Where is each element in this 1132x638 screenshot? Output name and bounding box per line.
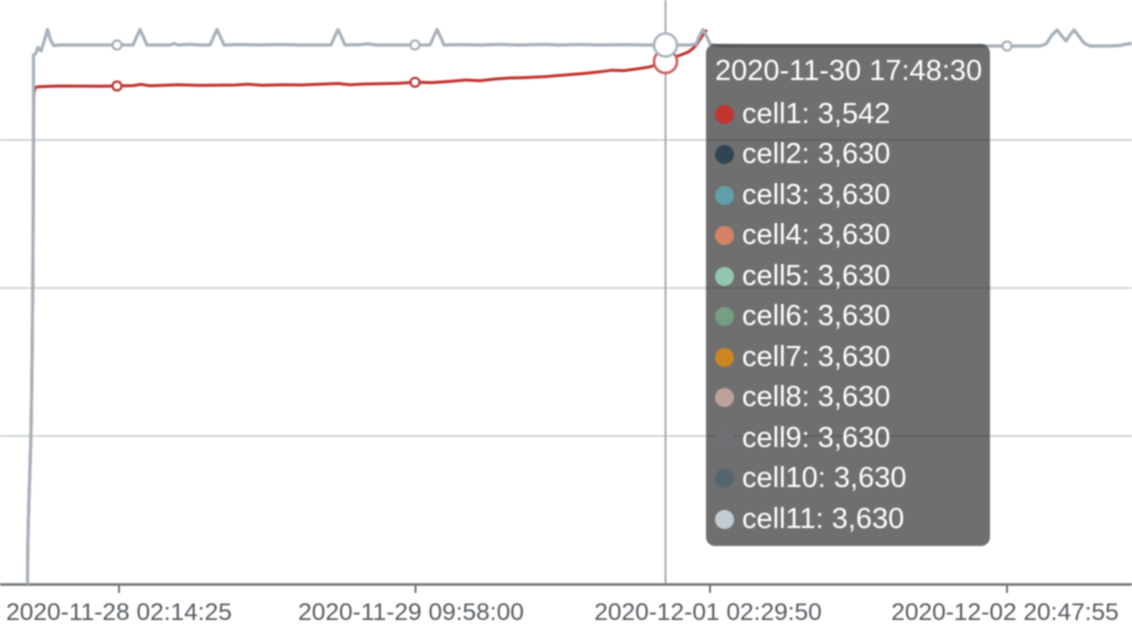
svg-text:2020-11-28 02:14:25: 2020-11-28 02:14:25: [6, 599, 232, 626]
svg-text:2020-12-01 02:29:50: 2020-12-01 02:29:50: [594, 599, 822, 626]
svg-text:2020-12-02 20:47:55: 2020-12-02 20:47:55: [891, 599, 1119, 626]
svg-text:2020-11-29 09:58:00: 2020-11-29 09:58:00: [298, 599, 524, 626]
